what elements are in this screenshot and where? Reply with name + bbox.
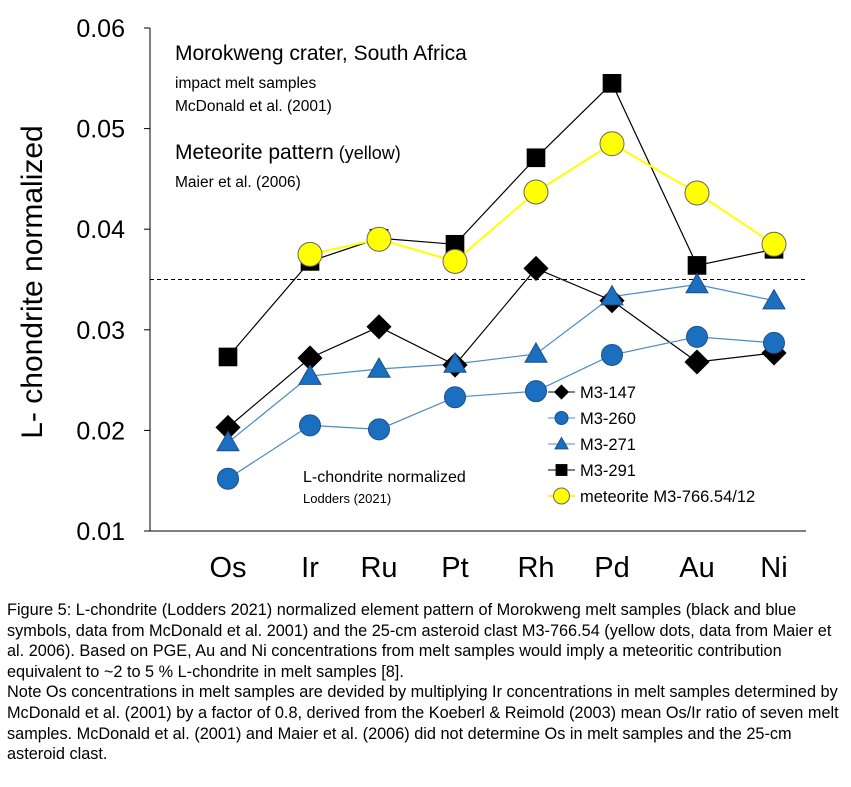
figure-caption: Figure 5: L-chondrite (Lodders 2021) nor…	[7, 600, 847, 765]
data-point	[687, 256, 707, 275]
legend-label: M3-271	[580, 436, 636, 454]
legend-label: M3-291	[580, 462, 636, 480]
data-point	[684, 349, 710, 375]
x-tick-label: Pd	[594, 552, 629, 584]
x-tick-label: Rh	[517, 552, 554, 584]
annotation-norm-label: L-chondrite normalized	[303, 469, 466, 486]
series-line	[227, 336, 775, 480]
data-point	[684, 180, 710, 206]
legend-label: meteorite M3-766.54/12	[580, 488, 755, 506]
x-tick-label: Ni	[760, 552, 787, 584]
annotation-sub1: impact melt samples	[175, 75, 317, 92]
legend-label: M3-147	[580, 384, 636, 402]
legend-marker	[553, 384, 570, 400]
data-point	[600, 284, 624, 306]
y-tick-label: 0.02	[76, 417, 125, 445]
data-point	[762, 288, 786, 310]
data-point	[685, 272, 709, 294]
data-point	[525, 380, 547, 403]
y-axis-label: L- chondrite normalized	[16, 125, 49, 439]
data-point	[763, 331, 785, 354]
data-point	[599, 131, 625, 157]
series-line	[227, 82, 775, 358]
data-point	[523, 179, 549, 205]
legend: M3-147 M3-260 M3-271 M3-291 meteorite M3-766…	[548, 384, 755, 506]
annotation-meteorite-ref: Maier et al. (2006)	[175, 174, 301, 191]
data-point	[299, 414, 321, 437]
x-axis: Os Ir Ru Pt Rh Pd Au Ni	[209, 552, 787, 584]
series-markers	[215, 74, 787, 490]
data-point	[602, 74, 622, 93]
data-point	[686, 325, 708, 348]
legend-marker	[555, 464, 568, 476]
data-point	[217, 467, 239, 490]
data-point	[218, 347, 238, 367]
legend-marker	[553, 487, 570, 505]
series-line	[227, 283, 775, 443]
y-tick-label: 0.04	[76, 216, 125, 244]
legend-label: M3-260	[580, 410, 636, 428]
data-point	[216, 430, 240, 452]
series-line	[227, 267, 775, 428]
data-point	[366, 226, 392, 252]
legend-marker	[554, 436, 569, 450]
annotation-sub2: McDonald et al. (2001)	[175, 98, 332, 115]
data-point	[526, 148, 546, 168]
x-tick-label: Os	[209, 552, 246, 584]
data-point	[297, 241, 323, 267]
x-tick-label: Au	[679, 552, 714, 584]
chart: 0.01 0.02 0.03 0.04 0.05 0.06 Os Ir Ru Pt Rh Pd Au N…	[16, 15, 806, 584]
data-point	[601, 343, 623, 366]
annotation-norm-ref: Lodders (2021)	[303, 491, 391, 506]
annotation-meteorite-main: Meteorite pattern	[175, 141, 334, 164]
y-axis: 0.01 0.02 0.03 0.04 0.05 0.06	[76, 15, 150, 546]
y-tick-label: 0.06	[76, 15, 125, 43]
x-tick-label: Ru	[360, 552, 397, 584]
data-point	[298, 364, 322, 385]
data-point	[367, 357, 391, 378]
data-point	[366, 314, 392, 340]
annotation-meteorite: Meteorite pattern (yellow)	[175, 141, 401, 164]
data-point	[368, 418, 390, 441]
y-tick-label: 0.05	[76, 116, 125, 144]
data-point	[442, 248, 468, 274]
caption-paragraph-2: Note Os concentrations in melt samples a…	[7, 683, 839, 764]
y-tick-label: 0.03	[76, 317, 125, 345]
data-point	[761, 231, 787, 257]
annotation-meteorite-paren: (yellow)	[339, 143, 401, 163]
data-point	[443, 351, 467, 373]
data-point	[524, 341, 548, 363]
annotation-title: Morokweng crater, South Africa	[175, 42, 467, 65]
data-point	[444, 386, 466, 409]
x-tick-label: Pt	[441, 552, 468, 584]
data-point	[523, 255, 549, 281]
legend-marker	[554, 411, 569, 425]
x-tick-label: Ir	[301, 552, 319, 584]
y-tick-label: 0.01	[76, 518, 125, 546]
caption-paragraph-1: Figure 5: L-chondrite (Lodders 2021) nor…	[7, 601, 832, 681]
